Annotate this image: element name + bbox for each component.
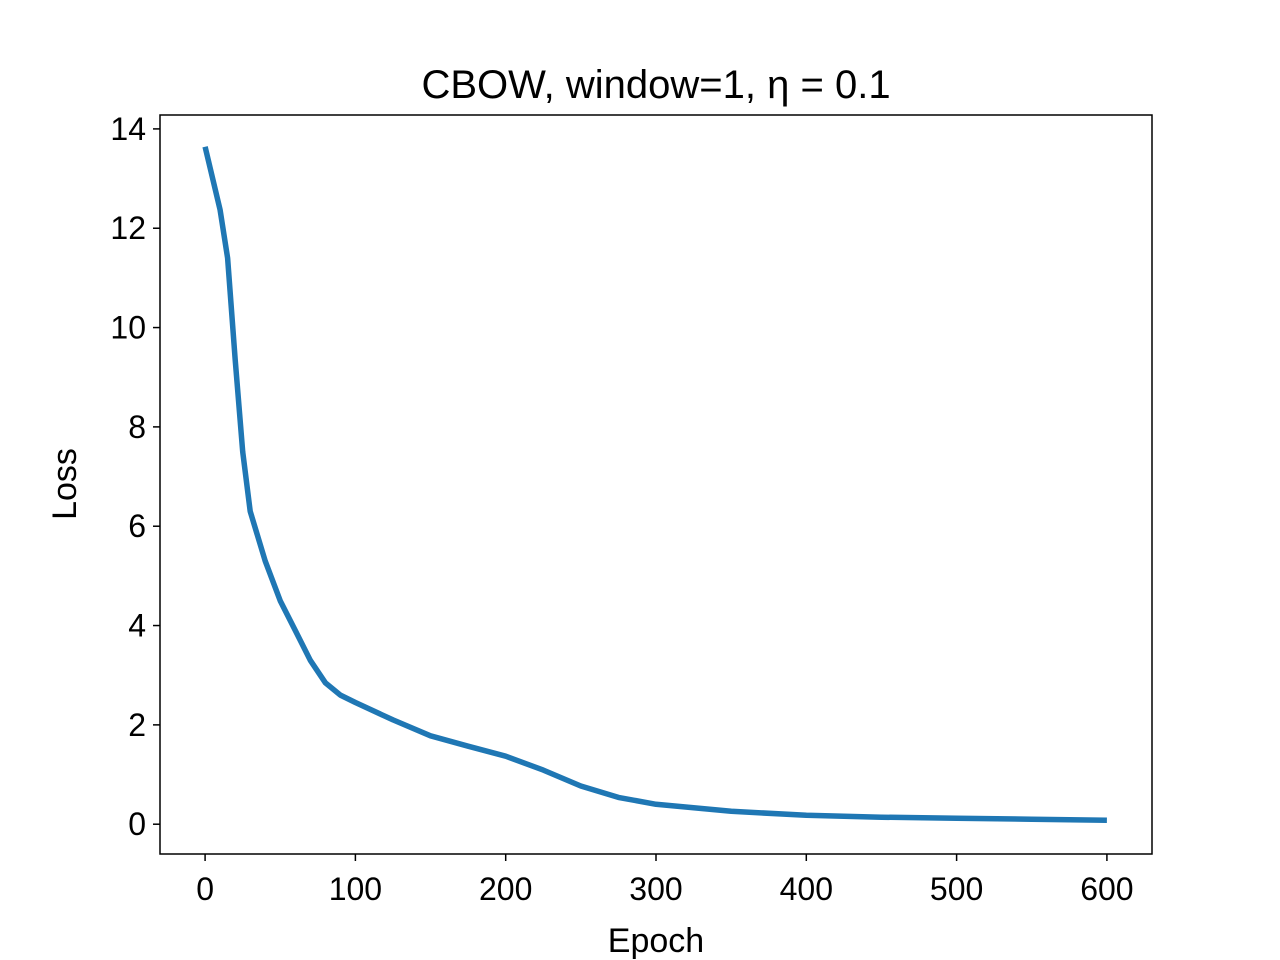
y-tick-label: 12 [110, 210, 146, 246]
chart-title: CBOW, window=1, η = 0.1 [421, 63, 890, 107]
x-tick-label: 100 [329, 871, 382, 907]
x-tick-label: 600 [1080, 871, 1133, 907]
y-tick-label: 6 [128, 508, 146, 544]
y-tick-label: 4 [128, 608, 146, 644]
y-tick-label: 0 [128, 806, 146, 842]
line-series [202, 146, 1107, 823]
x-tick-label: 500 [930, 871, 983, 907]
x-tick-label: 0 [196, 871, 214, 907]
plot-frame [159, 114, 1153, 855]
x-axis-label: Epoch [608, 922, 704, 960]
y-tick-label: 8 [128, 409, 146, 445]
x-tick-label: 300 [629, 871, 682, 907]
x-tick-label: 200 [479, 871, 532, 907]
y-tick-label: 14 [110, 111, 146, 147]
y-tick-label: 2 [128, 707, 146, 743]
x-tick-label: 400 [780, 871, 833, 907]
y-tick-label: 10 [110, 310, 146, 346]
y-axis-label: Loss [46, 448, 84, 520]
